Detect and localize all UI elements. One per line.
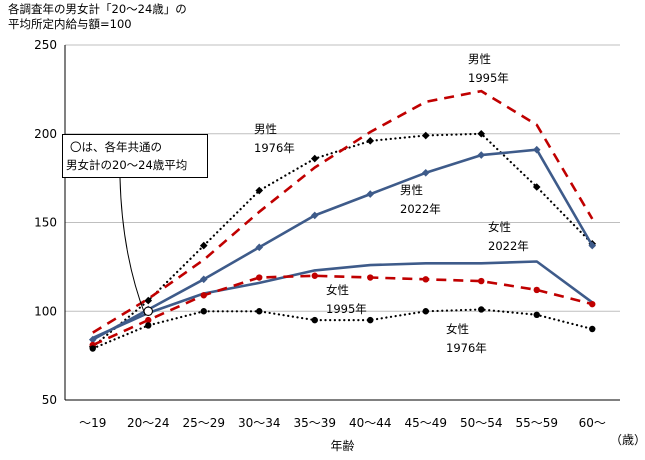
point-f1995	[589, 300, 596, 308]
point-m2022	[255, 243, 264, 252]
point-m1976	[421, 131, 430, 140]
x-tick-label: 25～29	[182, 416, 225, 430]
y-axis-label-line-1: 各調査年の男女計「20～24歳」の	[8, 2, 187, 16]
point-f1995	[200, 292, 207, 299]
x-axis-label: 年齢	[330, 438, 354, 453]
annotation-m2022: 2022年	[400, 202, 441, 216]
point-f1995	[533, 286, 540, 294]
point-f1995	[256, 274, 263, 281]
point-m2022	[588, 241, 597, 250]
series-line-f1976	[91, 308, 594, 350]
point-m1976	[255, 186, 264, 195]
annotation-m1995: 1995年	[468, 71, 509, 85]
annotation-f1995: 女性	[326, 283, 349, 297]
x-tick-label: 60～	[579, 416, 606, 430]
x-tick-label: 20～24	[127, 416, 170, 430]
point-f1995	[478, 277, 485, 285]
y-tick-label-150: 150	[34, 216, 57, 230]
series-line-f1995	[92, 274, 593, 347]
callout-box	[62, 134, 208, 178]
point-f1995	[311, 272, 318, 279]
point-f1995	[145, 316, 152, 324]
annotation-f1976: 1976年	[446, 341, 487, 355]
series-line-m2022	[91, 148, 594, 341]
point-f1976	[200, 308, 207, 315]
point-m1976	[310, 154, 319, 163]
point-f1976	[478, 306, 485, 313]
point-m1976	[144, 296, 153, 305]
point-f1976	[367, 316, 374, 324]
point-m2022	[366, 190, 375, 198]
x-axis-unit: （歳）	[610, 433, 645, 447]
point-m2022	[532, 145, 541, 154]
annotation-m2022: 男性	[400, 183, 423, 197]
annotation-m1995: 男性	[468, 52, 491, 66]
point-f1976	[89, 345, 96, 352]
series-line-f2022	[91, 260, 594, 340]
y-tick-label-100: 100	[34, 304, 57, 318]
x-tick-label: 40～44	[349, 416, 392, 430]
point-f1976	[589, 325, 596, 333]
y-axis-label-line-2: 平均所定内給与額=100	[8, 17, 132, 31]
point-m1976	[199, 241, 208, 250]
annotation-f1976: 女性	[446, 322, 469, 336]
series-line-m1995	[92, 89, 594, 334]
point-f1976	[311, 316, 318, 324]
y-tick-label-50: 50	[42, 393, 57, 407]
callout-line-1: 〇は、各年共通の	[70, 140, 162, 154]
point-m1976	[366, 137, 375, 145]
x-tick-label: 55～59	[515, 416, 558, 430]
point-f1995	[422, 276, 429, 283]
point-f1976	[422, 308, 429, 315]
y-tick-label-200: 200	[34, 127, 57, 141]
annotation-f2022: 女性	[488, 220, 511, 234]
x-tick-label: 50～54	[460, 416, 503, 430]
point-f1976	[145, 322, 152, 329]
point-m2022	[477, 151, 486, 159]
point-f1976	[256, 308, 263, 315]
point-m2022	[199, 275, 208, 284]
point-f1976	[533, 311, 540, 318]
annotation-f2022: 2022年	[488, 239, 529, 253]
x-tick-label: ～19	[79, 416, 106, 430]
point-f1995	[367, 274, 374, 281]
point-m2022	[421, 169, 430, 177]
annotation-m1976: 男性	[254, 122, 277, 136]
x-tick-label: 30～34	[238, 416, 281, 430]
y-tick-label-250: 250	[34, 38, 57, 52]
annotation-m1976: 1976年	[254, 141, 295, 155]
annotation-f1995: 1995年	[326, 302, 367, 316]
callout-leader-line	[119, 177, 146, 316]
point-m1976	[477, 129, 486, 138]
point-m1976	[532, 183, 541, 191]
x-tick-label: 35～39	[293, 416, 336, 430]
x-tick-label: 45～49	[404, 416, 447, 430]
point-m2022	[310, 211, 319, 220]
callout-line-2: 男女計の20～24歳平均	[66, 158, 188, 172]
